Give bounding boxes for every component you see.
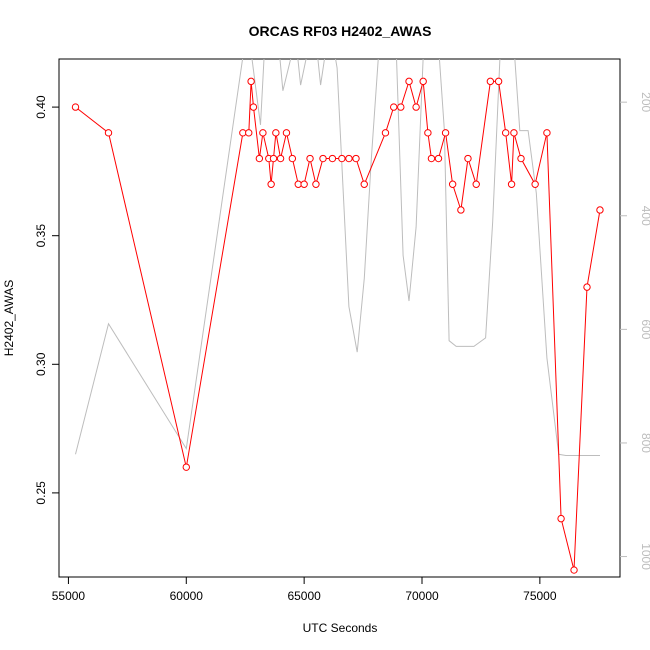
data-point [434,154,443,163]
data-point [557,514,565,523]
plot-frame [58,58,621,578]
x-tick-label: 75000 [523,589,557,603]
data-point [328,154,337,163]
data-point [441,129,450,137]
x-tick-label: 70000 [405,589,439,603]
data-point [412,103,420,111]
data-point [319,154,327,163]
data-point [405,77,413,86]
data-point [104,129,113,137]
y-axis-title: H2402_AWAS [2,280,16,356]
x-axis-title: UTC Seconds [303,621,378,635]
y-axis: 0.25 0.30 0.35 0.40 [34,95,59,505]
data-point [419,77,427,86]
y-tick-label: 0.35 [34,224,48,248]
y-tick-label: 0.30 [34,352,48,376]
chart-title: ORCAS RF03 H2402_AWAS [249,23,432,39]
data-point [596,206,604,214]
data-point [259,129,267,137]
data-point [397,103,405,111]
data-point [517,154,525,163]
data-point [381,129,390,137]
right-axis-series-line [75,59,600,456]
data-point [306,154,314,163]
y-tick-label: 0.40 [34,95,48,119]
right-tick-label: 600 [639,319,650,339]
right-tick-label: 200 [639,92,650,112]
data-point [182,463,190,471]
data-point [494,77,503,86]
right-tick-label: 800 [639,433,650,453]
data-point [531,180,539,188]
x-axis: 55000 60000 65000 70000 75000 [52,577,557,603]
data-point [390,103,398,111]
x-tick-label: 65000 [287,589,321,603]
data-point [507,180,516,188]
data-point [255,154,264,163]
data-point [272,129,280,137]
x-tick-label: 60000 [170,589,204,603]
data-point [543,129,551,137]
data-point [352,154,360,163]
data-series [71,77,604,574]
x-tick-label: 55000 [52,589,86,603]
data-point [448,180,457,188]
data-point [510,129,518,137]
data-point [360,180,368,188]
data-point [276,154,285,163]
data-point [338,154,346,163]
data-point [269,154,278,163]
data-point [570,566,578,574]
data-point [457,206,465,214]
data-point [472,180,480,188]
series-layer [71,59,604,574]
data-point [345,154,353,163]
right-tick-label: 1000 [639,543,650,570]
data-point [464,154,472,163]
right-tick-label: 400 [639,206,650,226]
data-point [300,180,308,188]
y-tick-label: 0.25 [34,481,48,505]
data-point [486,77,495,86]
data-point [71,103,80,111]
series-line [75,79,601,571]
data-point [288,154,297,163]
data-point [245,129,253,137]
data-point [247,77,255,86]
data-point [249,103,258,111]
data-point [501,129,510,137]
data-point [312,180,320,188]
data-point [427,154,436,163]
y-axis-right: 200 400 600 800 1000 [620,92,650,570]
data-point [583,283,591,291]
right-axis-series [75,59,600,456]
data-point [282,129,291,137]
data-point [424,129,432,137]
data-point [267,180,275,188]
